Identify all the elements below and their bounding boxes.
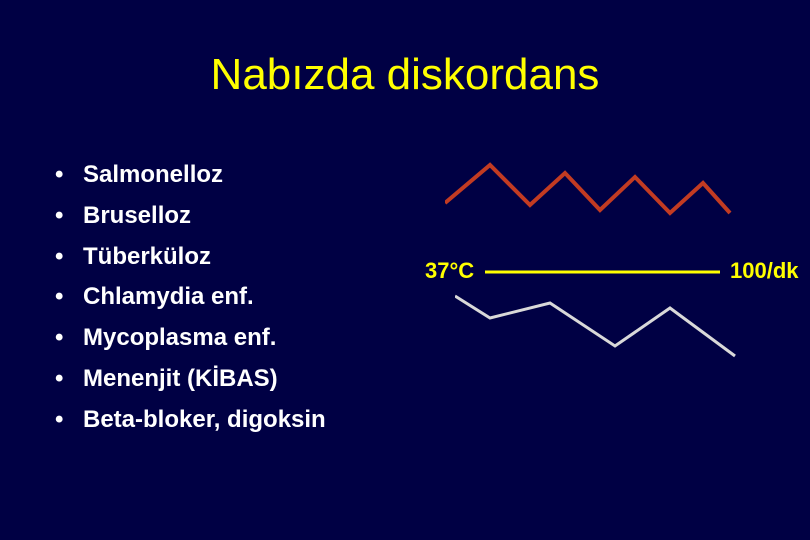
- list-item: Salmonelloz: [55, 155, 415, 196]
- pulse-zigzag-icon: [455, 288, 755, 368]
- list-item: Tüberküloz: [55, 237, 415, 278]
- bullet-list: Salmonelloz Bruselloz Tüberküloz Chlamyd…: [55, 155, 415, 441]
- pulse-label: 100/dk: [730, 258, 799, 284]
- list-item: Mycoplasma enf.: [55, 318, 415, 359]
- slide: Nabızda diskordans Salmonelloz Bruselloz…: [0, 0, 810, 540]
- list-item: Bruselloz: [55, 196, 415, 237]
- list-item: Beta-bloker, digoksin: [55, 400, 415, 441]
- temperature-label: 37°C: [425, 258, 474, 284]
- slide-title: Nabızda diskordans: [0, 50, 810, 100]
- discordance-chart: 37°C 100/dk: [420, 150, 790, 380]
- list-item: Menenjit (KİBAS): [55, 359, 415, 400]
- list-item: Chlamydia enf.: [55, 277, 415, 318]
